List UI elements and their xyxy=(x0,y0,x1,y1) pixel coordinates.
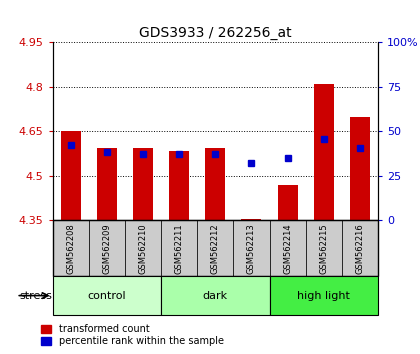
Text: GSM562216: GSM562216 xyxy=(355,223,365,274)
Text: dark: dark xyxy=(203,291,228,301)
FancyBboxPatch shape xyxy=(270,221,306,276)
FancyBboxPatch shape xyxy=(52,276,161,315)
Bar xyxy=(350,117,370,221)
Text: high light: high light xyxy=(297,291,350,301)
Text: stress: stress xyxy=(20,291,52,301)
FancyBboxPatch shape xyxy=(197,221,234,276)
FancyBboxPatch shape xyxy=(125,221,161,276)
Text: GSM562208: GSM562208 xyxy=(66,223,75,274)
FancyBboxPatch shape xyxy=(52,221,89,276)
Text: GSM562213: GSM562213 xyxy=(247,223,256,274)
FancyBboxPatch shape xyxy=(306,221,342,276)
Bar xyxy=(278,185,297,221)
Bar xyxy=(97,148,117,221)
FancyBboxPatch shape xyxy=(342,221,378,276)
FancyBboxPatch shape xyxy=(234,221,270,276)
FancyBboxPatch shape xyxy=(270,276,378,315)
Text: GSM562209: GSM562209 xyxy=(102,223,111,274)
Text: GSM562212: GSM562212 xyxy=(211,223,220,274)
Legend: transformed count, percentile rank within the sample: transformed count, percentile rank withi… xyxy=(39,321,227,349)
Text: GSM562211: GSM562211 xyxy=(175,223,184,274)
Text: GSM562210: GSM562210 xyxy=(139,223,147,274)
Bar xyxy=(60,131,81,221)
Bar xyxy=(169,151,189,221)
Bar xyxy=(314,84,334,221)
FancyBboxPatch shape xyxy=(161,221,197,276)
FancyBboxPatch shape xyxy=(161,276,270,315)
Text: GSM562214: GSM562214 xyxy=(283,223,292,274)
FancyBboxPatch shape xyxy=(89,221,125,276)
Bar xyxy=(241,219,261,221)
Text: GSM562215: GSM562215 xyxy=(319,223,328,274)
Bar xyxy=(205,148,225,221)
Bar xyxy=(133,148,153,221)
Text: control: control xyxy=(87,291,126,301)
Title: GDS3933 / 262256_at: GDS3933 / 262256_at xyxy=(139,26,291,40)
